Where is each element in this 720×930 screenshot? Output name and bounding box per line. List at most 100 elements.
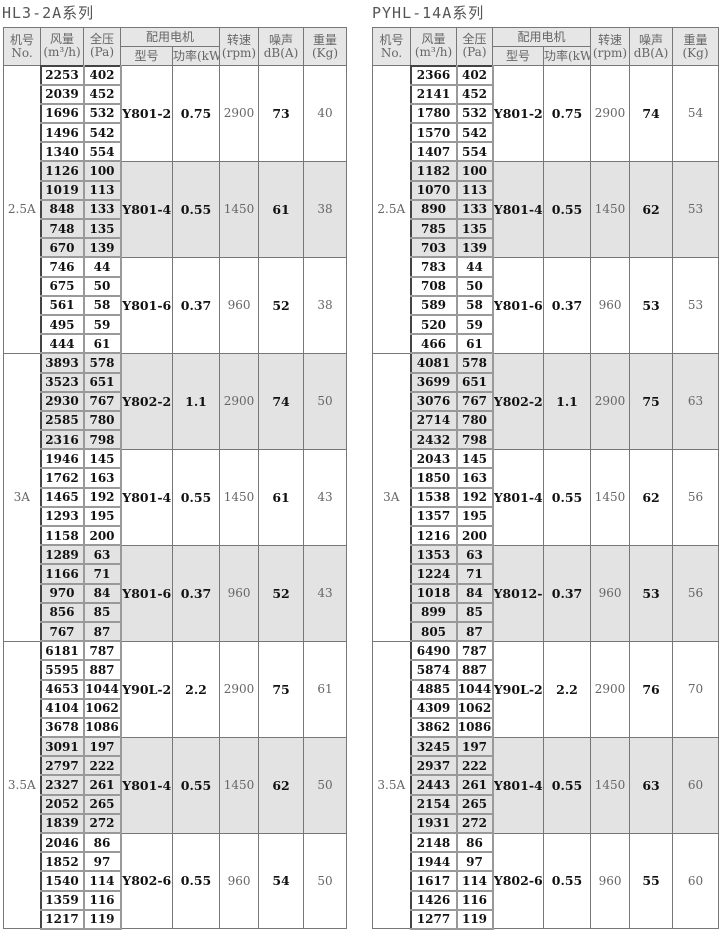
motor-power-cell: 0.75 (171, 65, 221, 162)
pressure-cell: 135 (82, 217, 122, 240)
table-row: 1944 97 (373, 851, 719, 873)
pressure-cell: 554 (82, 141, 122, 163)
flow-cell: 3699 (409, 371, 458, 393)
header-speed-unit: (rpm) (221, 45, 257, 60)
spec-table-hl3-2a: 机号 No. 风量 (m³/h) 全压 (Pa) 配用电机 转速 (rpm) 噪声 dB(A) 重量(… (3, 27, 348, 930)
table-row: 3.5A 6181 787 Y90L-2 2.2 2900 75 61 (3, 640, 348, 930)
weight-cell: 43 (303, 448, 348, 546)
motor-model-cell: Y802-6 (120, 832, 173, 930)
table-row: 495 59 (4, 313, 347, 336)
noise-cell: 54 (258, 832, 305, 930)
table-row: 2585 780 (4, 409, 347, 432)
table-row: 805 87 (373, 620, 719, 643)
flow-cell: 890 (409, 198, 458, 221)
table-row: 1070 113 (373, 179, 719, 201)
motor-power-cell: 0.55 (171, 448, 221, 546)
header-speed-label: 转速 (598, 32, 623, 47)
table-row: 848 133 (4, 198, 347, 221)
flow-cell: 2432 (409, 429, 458, 451)
pressure-cell: 71 (455, 563, 494, 585)
header-weight-label: 重量 (313, 32, 338, 47)
noise-cell: 73 (258, 65, 305, 162)
table-row: 466 61 (373, 333, 719, 355)
pressure-cell: 63 (82, 544, 122, 566)
table-row: 1496 542 (4, 122, 347, 144)
flow-cell: 1540 (39, 870, 85, 892)
pressure-cell: 113 (455, 179, 494, 201)
flow-cell: 466 (409, 333, 458, 355)
pressure-cell: 58 (82, 294, 122, 316)
flow-cell: 2154 (409, 793, 458, 815)
weight-cell: 50 (303, 736, 348, 834)
pressure-cell: 195 (455, 505, 494, 528)
speed-cell: 1450 (590, 448, 631, 546)
noise-cell: 62 (629, 448, 674, 546)
header-machine-unit: No. (380, 45, 403, 60)
pressure-cell: 578 (455, 352, 494, 374)
table-row: 2141 452 (373, 83, 719, 105)
noise-cell: 53 (629, 256, 674, 354)
flow-cell: 1570 (409, 122, 458, 144)
weight-cell: 53 (672, 256, 720, 354)
pressure-cell: 197 (82, 736, 122, 758)
flow-cell: 1946 (39, 448, 85, 470)
noise-cell: 74 (629, 65, 674, 162)
flow-cell: 1353 (409, 544, 458, 566)
motor-model-cell: Y90L-2 (120, 640, 173, 738)
header-model: 型号 (120, 46, 173, 66)
flow-cell: 703 (409, 237, 458, 259)
flow-cell: 2585 (39, 409, 85, 432)
pressure-cell: 114 (455, 870, 494, 892)
header-noise-unit: dB(A) (263, 45, 299, 60)
pressure-cell: 86 (82, 831, 122, 854)
flow-cell: 1293 (39, 505, 85, 528)
header-flow: 风量 (m³/h) (410, 27, 457, 66)
speed-cell: 2900 (219, 352, 260, 450)
table-row: 1850 163 (373, 467, 719, 489)
pressure-cell: 542 (455, 122, 494, 144)
flow-cell: 3678 (39, 716, 85, 739)
table-row: 3A 4081 578 Y802-2 1.1 2900 75 63 (372, 352, 720, 642)
noise-cell: 62 (629, 160, 674, 258)
header-noise: 噪声 dB(A) (258, 27, 305, 66)
header-weight: 重量 (Kg) (672, 27, 720, 66)
noise-cell: 75 (258, 640, 305, 738)
flow-cell: 6490 (409, 640, 458, 662)
flow-cell: 1696 (39, 102, 85, 125)
flow-cell: 561 (39, 294, 85, 316)
flow-cell: 1019 (39, 179, 85, 201)
flow-cell: 746 (39, 256, 85, 278)
table-row: 1696 532 (4, 102, 347, 125)
motor-model-cell: Y801-6 (120, 544, 173, 642)
flow-cell: 783 (409, 256, 458, 278)
motor-model-cell: Y802-6 (492, 832, 544, 930)
header-noise-unit: dB(A) (633, 45, 669, 60)
table-row: 2039 452 (4, 83, 347, 105)
flow-cell: 1289 (39, 544, 85, 566)
speed-cell: 2900 (590, 352, 631, 450)
motor-power-cell: 0.55 (542, 448, 592, 546)
motor-model-cell: Y90L-2 (492, 640, 544, 738)
pressure-cell: 116 (82, 889, 122, 911)
header-weight-unit: (Kg) (682, 45, 709, 60)
weight-cell: 50 (303, 352, 348, 450)
table-row: 675 50 (4, 275, 347, 297)
table-row: 4309 1062 (373, 697, 719, 719)
header-speed-label: 转速 (227, 32, 252, 47)
weight-cell: 53 (672, 160, 720, 258)
flow-cell: 1780 (409, 102, 458, 125)
pressure-cell: 163 (455, 467, 494, 489)
pressure-cell: 261 (82, 774, 122, 796)
pressure-cell: 119 (82, 908, 122, 930)
flow-cell: 520 (409, 313, 458, 336)
machine-number-cell: 2.5A (372, 65, 411, 354)
table-row: 785 135 (373, 217, 719, 240)
header-noise-label: 噪声 (639, 32, 664, 47)
flow-cell: 1217 (39, 908, 85, 930)
table-row: 2.5A 2366 402 Y801-2 0.75 2900 74 54 (372, 64, 720, 354)
flow-cell: 2141 (409, 83, 458, 105)
motor-model-cell: Y801-4 (492, 160, 544, 258)
header-pressure-unit: (Pa) (462, 45, 487, 60)
table-row: 1340 554 (4, 141, 347, 163)
pressure-cell: 61 (82, 333, 122, 355)
